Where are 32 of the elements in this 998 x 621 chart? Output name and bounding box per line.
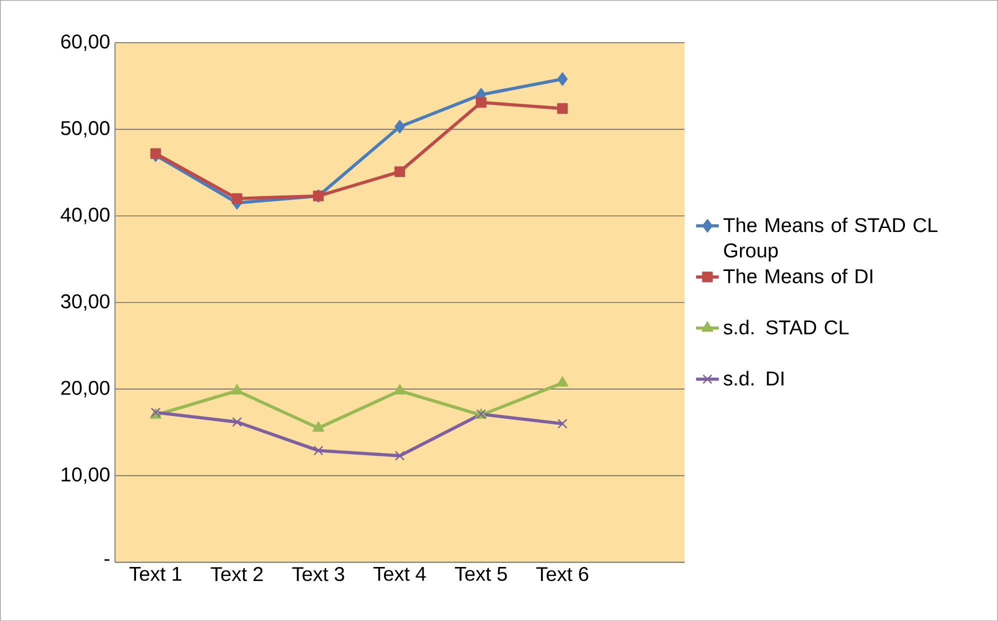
x-tick-label: Text 2	[210, 566, 263, 581]
point	[394, 450, 405, 461]
point	[558, 418, 568, 428]
point	[150, 148, 161, 159]
point	[313, 446, 324, 456]
legend-label: s.d. DI	[724, 370, 784, 386]
point	[556, 376, 568, 387]
x-tick-label: Text 4	[374, 566, 426, 581]
legend-label: The Means of STAD CL Group	[724, 217, 938, 262]
y-tick-label: 20,00	[61, 380, 110, 398]
y-tick-label: 50,00	[61, 120, 110, 138]
point	[557, 72, 568, 86]
point	[394, 384, 406, 394]
legend-label: s.d. STAD CL	[724, 320, 849, 334]
point	[476, 96, 486, 108]
y-tick-label: -	[104, 559, 110, 561]
point	[232, 193, 242, 204]
y-tick-label: 40,00	[60, 207, 110, 224]
y-tick-label: 30,00	[61, 294, 110, 311]
y-tick-label: 60,00	[61, 34, 110, 51]
point	[394, 166, 406, 177]
x-tick-label: Text 3	[292, 566, 344, 581]
x-tick-label: Text 1	[129, 566, 182, 581]
point	[557, 103, 568, 114]
point	[312, 421, 324, 432]
x-tick-label: Text 6	[536, 566, 588, 581]
point	[394, 120, 405, 134]
point	[232, 416, 242, 427]
point	[231, 384, 243, 394]
y-tick-label: 10,00	[62, 467, 110, 484]
legend-label: The Means of DI	[724, 268, 872, 284]
x-tick-label: Text 5	[454, 566, 507, 581]
